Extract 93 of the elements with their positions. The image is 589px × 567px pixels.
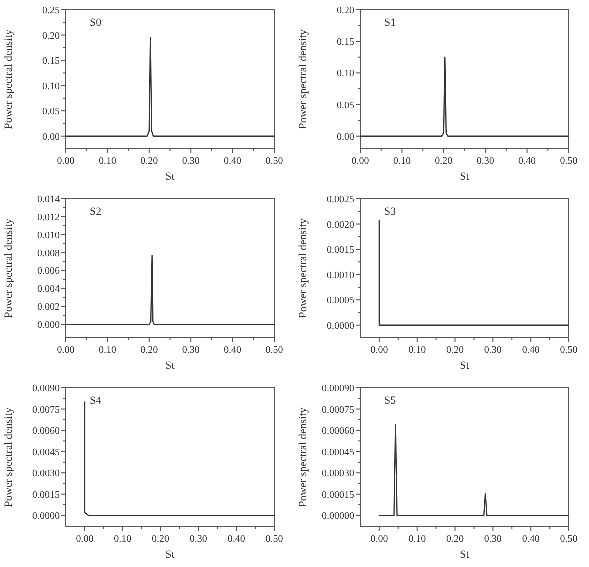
x-tick-label: 0.00 [370, 534, 388, 545]
y-tick-label: 0.0000 [32, 511, 60, 522]
x-tick-label: 0.20 [152, 534, 170, 545]
y-tick-label: 0.000 [38, 320, 60, 332]
x-tick-label: 0.30 [476, 156, 494, 167]
x-tick-label: 0.50 [266, 534, 284, 545]
x-axis-title: St [166, 171, 175, 183]
y-tick-label: 0.0015 [327, 245, 354, 256]
x-tick-label: 0.30 [182, 156, 200, 167]
x-tick-label: 0.10 [393, 156, 411, 167]
x-tick-label: 0.40 [228, 534, 246, 545]
x-tick-label: 0.40 [224, 345, 242, 356]
x-tick-label: 0.50 [560, 156, 578, 167]
annotation: S2 [90, 206, 102, 218]
x-tick-label: 0.40 [518, 156, 536, 167]
x-tick-label: 0.00 [57, 345, 75, 356]
x-tick-label: 0.30 [190, 534, 208, 545]
annotation: S3 [384, 206, 397, 218]
y-tick-label: 0.0025 [327, 194, 354, 206]
y-tick-label: 0.0000 [327, 320, 354, 332]
x-tick-label: 0.30 [484, 345, 502, 356]
y-tick-label: 0.15 [337, 37, 354, 48]
y-tick-label: 0.00060 [322, 426, 354, 438]
y-tick-label: 0.014 [38, 194, 60, 206]
y-tick-label: 0.0075 [32, 404, 60, 416]
x-tick-label: 0.40 [522, 534, 540, 545]
y-tick-label: 0.008 [38, 248, 60, 260]
y-tick-label: 0.004 [38, 284, 60, 296]
y-tick-label: 0.00075 [322, 404, 354, 416]
y-tick-label: 0.0030 [32, 468, 60, 480]
x-tick-label: 0.00 [352, 156, 370, 167]
y-tick-label: 0.00045 [322, 447, 354, 458]
y-tick-label: 0.05 [42, 106, 60, 118]
x-tick-label: 0.30 [484, 534, 502, 545]
y-tick-label: 0.0020 [327, 220, 354, 231]
x-tick-label: 0.40 [522, 345, 540, 356]
y-axis-title: Power spectral density [3, 218, 15, 318]
x-tick-label: 0.20 [446, 345, 464, 356]
x-tick-label: 0.20 [140, 156, 158, 167]
y-tick-label: 0.20 [42, 30, 60, 42]
x-tick-label: 0.10 [408, 534, 426, 545]
x-tick-label: 0.30 [182, 345, 200, 356]
y-tick-label: 0.10 [337, 68, 354, 80]
x-tick-label: 0.10 [98, 345, 116, 356]
x-tick-label: 0.00 [57, 156, 75, 167]
x-axis-title: St [460, 549, 470, 561]
annotation: S5 [384, 395, 397, 407]
x-axis-title: St [166, 549, 175, 561]
x-tick-label: 0.20 [140, 345, 158, 356]
y-tick-label: 0.002 [38, 302, 60, 314]
x-axis-title: St [460, 360, 470, 372]
y-tick-label: 0.25 [42, 6, 60, 16]
y-axis-title: Power spectral density [3, 407, 15, 508]
y-axis-title: Power spectral density [298, 407, 310, 508]
y-tick-label: 0.010 [38, 230, 60, 242]
y-tick-label: 0.0010 [327, 270, 354, 282]
y-tick-label: 0.00015 [322, 490, 354, 501]
annotation: S0 [90, 17, 102, 29]
x-tick-label: 0.10 [408, 345, 426, 356]
x-tick-label: 0.50 [266, 345, 284, 356]
x-tick-label: 0.50 [560, 345, 578, 356]
x-tick-label: 0.20 [446, 534, 464, 545]
x-tick-label: 0.50 [560, 534, 578, 545]
x-axis-title: St [460, 171, 470, 183]
y-tick-label: 0.20 [337, 6, 354, 16]
y-tick-label: 0.00000 [322, 511, 354, 522]
x-axis-title: St [166, 360, 175, 372]
annotation: S4 [90, 395, 102, 407]
y-tick-label: 0.05 [337, 100, 354, 112]
y-tick-label: 0.00030 [322, 468, 354, 480]
y-tick-label: 0.0060 [32, 426, 60, 438]
x-tick-label: 0.00 [76, 534, 94, 545]
y-axis-title: Power spectral density [298, 29, 310, 130]
y-tick-label: 0.006 [38, 266, 60, 278]
y-tick-label: 0.012 [38, 212, 60, 224]
y-tick-label: 0.10 [42, 81, 60, 92]
y-axis-title: Power spectral density [298, 218, 310, 318]
x-tick-label: 0.00 [370, 345, 388, 356]
y-tick-label: 0.0045 [32, 447, 60, 458]
annotation: S1 [384, 17, 396, 29]
y-tick-label: 0.00 [42, 132, 60, 143]
y-tick-label: 0.00090 [322, 384, 354, 394]
y-tick-label: 0.0015 [32, 490, 60, 501]
x-tick-label: 0.40 [224, 156, 242, 167]
x-tick-label: 0.10 [114, 534, 132, 545]
y-tick-label: 0.0090 [32, 384, 60, 394]
x-tick-label: 0.50 [266, 156, 284, 167]
y-tick-label: 0.15 [42, 56, 60, 68]
x-tick-label: 0.10 [98, 156, 116, 167]
y-axis-title: Power spectral density [3, 29, 15, 130]
x-tick-label: 0.20 [435, 156, 453, 167]
y-tick-label: 0.00 [337, 132, 354, 143]
y-tick-label: 0.0005 [327, 296, 354, 307]
